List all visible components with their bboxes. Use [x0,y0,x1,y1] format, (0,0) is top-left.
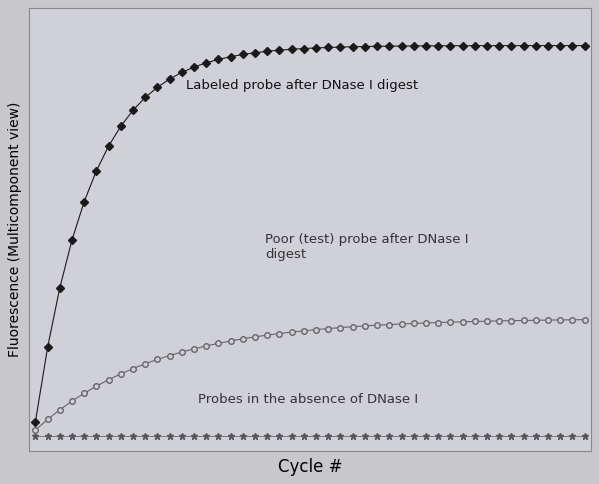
Text: Probes in the absence of DNase I: Probes in the absence of DNase I [198,393,418,407]
X-axis label: Cycle #: Cycle # [278,458,342,476]
Text: Labeled probe after DNase I digest: Labeled probe after DNase I digest [186,79,419,92]
Text: Poor (test) probe after DNase I
digest: Poor (test) probe after DNase I digest [265,233,468,261]
Y-axis label: Fluorescence (Multicomponent view): Fluorescence (Multicomponent view) [8,102,22,357]
